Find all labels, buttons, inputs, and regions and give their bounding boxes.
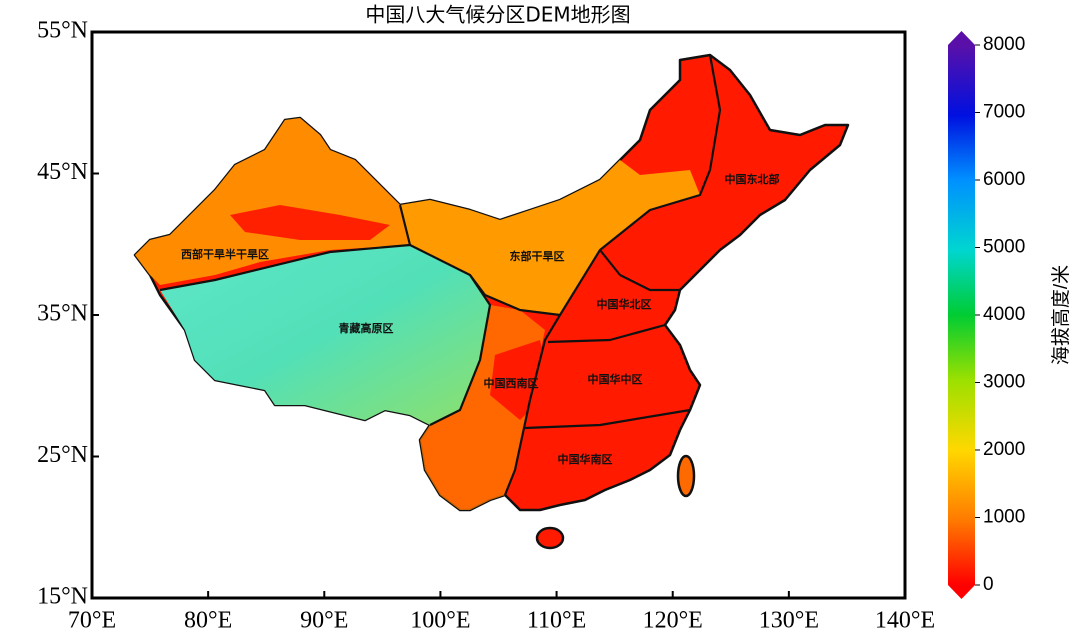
- region-label: 西部干旱半干旱区: [181, 247, 269, 261]
- region-label: 东部干旱区: [510, 249, 565, 263]
- colorbar-tick-label: 3000: [983, 372, 1025, 393]
- west-arid-basin: [230, 205, 390, 240]
- x-tick-label: 100°E: [410, 608, 470, 634]
- hainan: [535, 526, 565, 550]
- y-tick-label: 45°N: [37, 159, 88, 185]
- x-tick-label: 70°E: [68, 608, 116, 634]
- y-tick-label: 55°N: [37, 18, 88, 44]
- x-tick-label: 110°E: [527, 608, 586, 634]
- east-arid-fill: [400, 160, 700, 315]
- y-tick-label: 35°N: [37, 301, 88, 327]
- map-title: 中国八大气候分区DEM地形图: [365, 3, 630, 27]
- colorbar-tick-label: 1000: [983, 507, 1025, 528]
- region-label: 中国华南区: [558, 452, 613, 466]
- y-tick-label: 25°N: [37, 442, 88, 468]
- region-boundary: [503, 314, 561, 496]
- tibet-fill: [160, 245, 490, 425]
- region-boundary: [599, 249, 680, 292]
- colorbar-tick-label: 2000: [983, 439, 1025, 460]
- colorbar-label: 海拔高度/米: [1050, 265, 1072, 365]
- region-boundary: [398, 204, 412, 246]
- region-boundary: [547, 323, 666, 344]
- colorbar-tick-label: 8000: [983, 34, 1025, 55]
- x-tick-label: 120°E: [643, 608, 703, 634]
- west-arid-fill: [135, 118, 410, 285]
- colorbar-tick-label: 5000: [983, 237, 1025, 258]
- taiwan: [676, 454, 696, 498]
- colorbar: [948, 45, 975, 585]
- region-label: 中国华中区: [588, 372, 643, 386]
- x-tick-label: 90°E: [300, 608, 348, 634]
- colorbar-tick-label: 6000: [983, 169, 1025, 190]
- region-boundary: [469, 54, 722, 317]
- y-tick-label: 15°N: [37, 584, 88, 610]
- x-tick-label: 140°E: [875, 608, 935, 634]
- region-labels: 西部干旱半干旱区 东部干旱区 青藏高原区 中国东北部 中国华北区 中国西南区 中…: [181, 172, 780, 466]
- region-boundary: [524, 408, 691, 430]
- x-tick-label: 80°E: [184, 608, 232, 634]
- colorbar-tick-label: 7000: [983, 102, 1025, 123]
- region-label: 中国华北区: [597, 297, 652, 311]
- colorbar-top-arrow: [948, 31, 975, 45]
- region-label: 中国西南区: [484, 376, 539, 390]
- x-tick-label: 130°E: [759, 608, 819, 634]
- colorbar-tick-label: 0: [983, 574, 994, 595]
- region-label: 中国东北部: [725, 172, 780, 186]
- colorbar-bottom-arrow: [948, 585, 975, 599]
- colorbar-tick-label: 4000: [983, 304, 1025, 325]
- region-label: 青藏高原区: [339, 321, 394, 335]
- map-shapes: [133, 53, 850, 550]
- sichuan-basin: [490, 340, 550, 420]
